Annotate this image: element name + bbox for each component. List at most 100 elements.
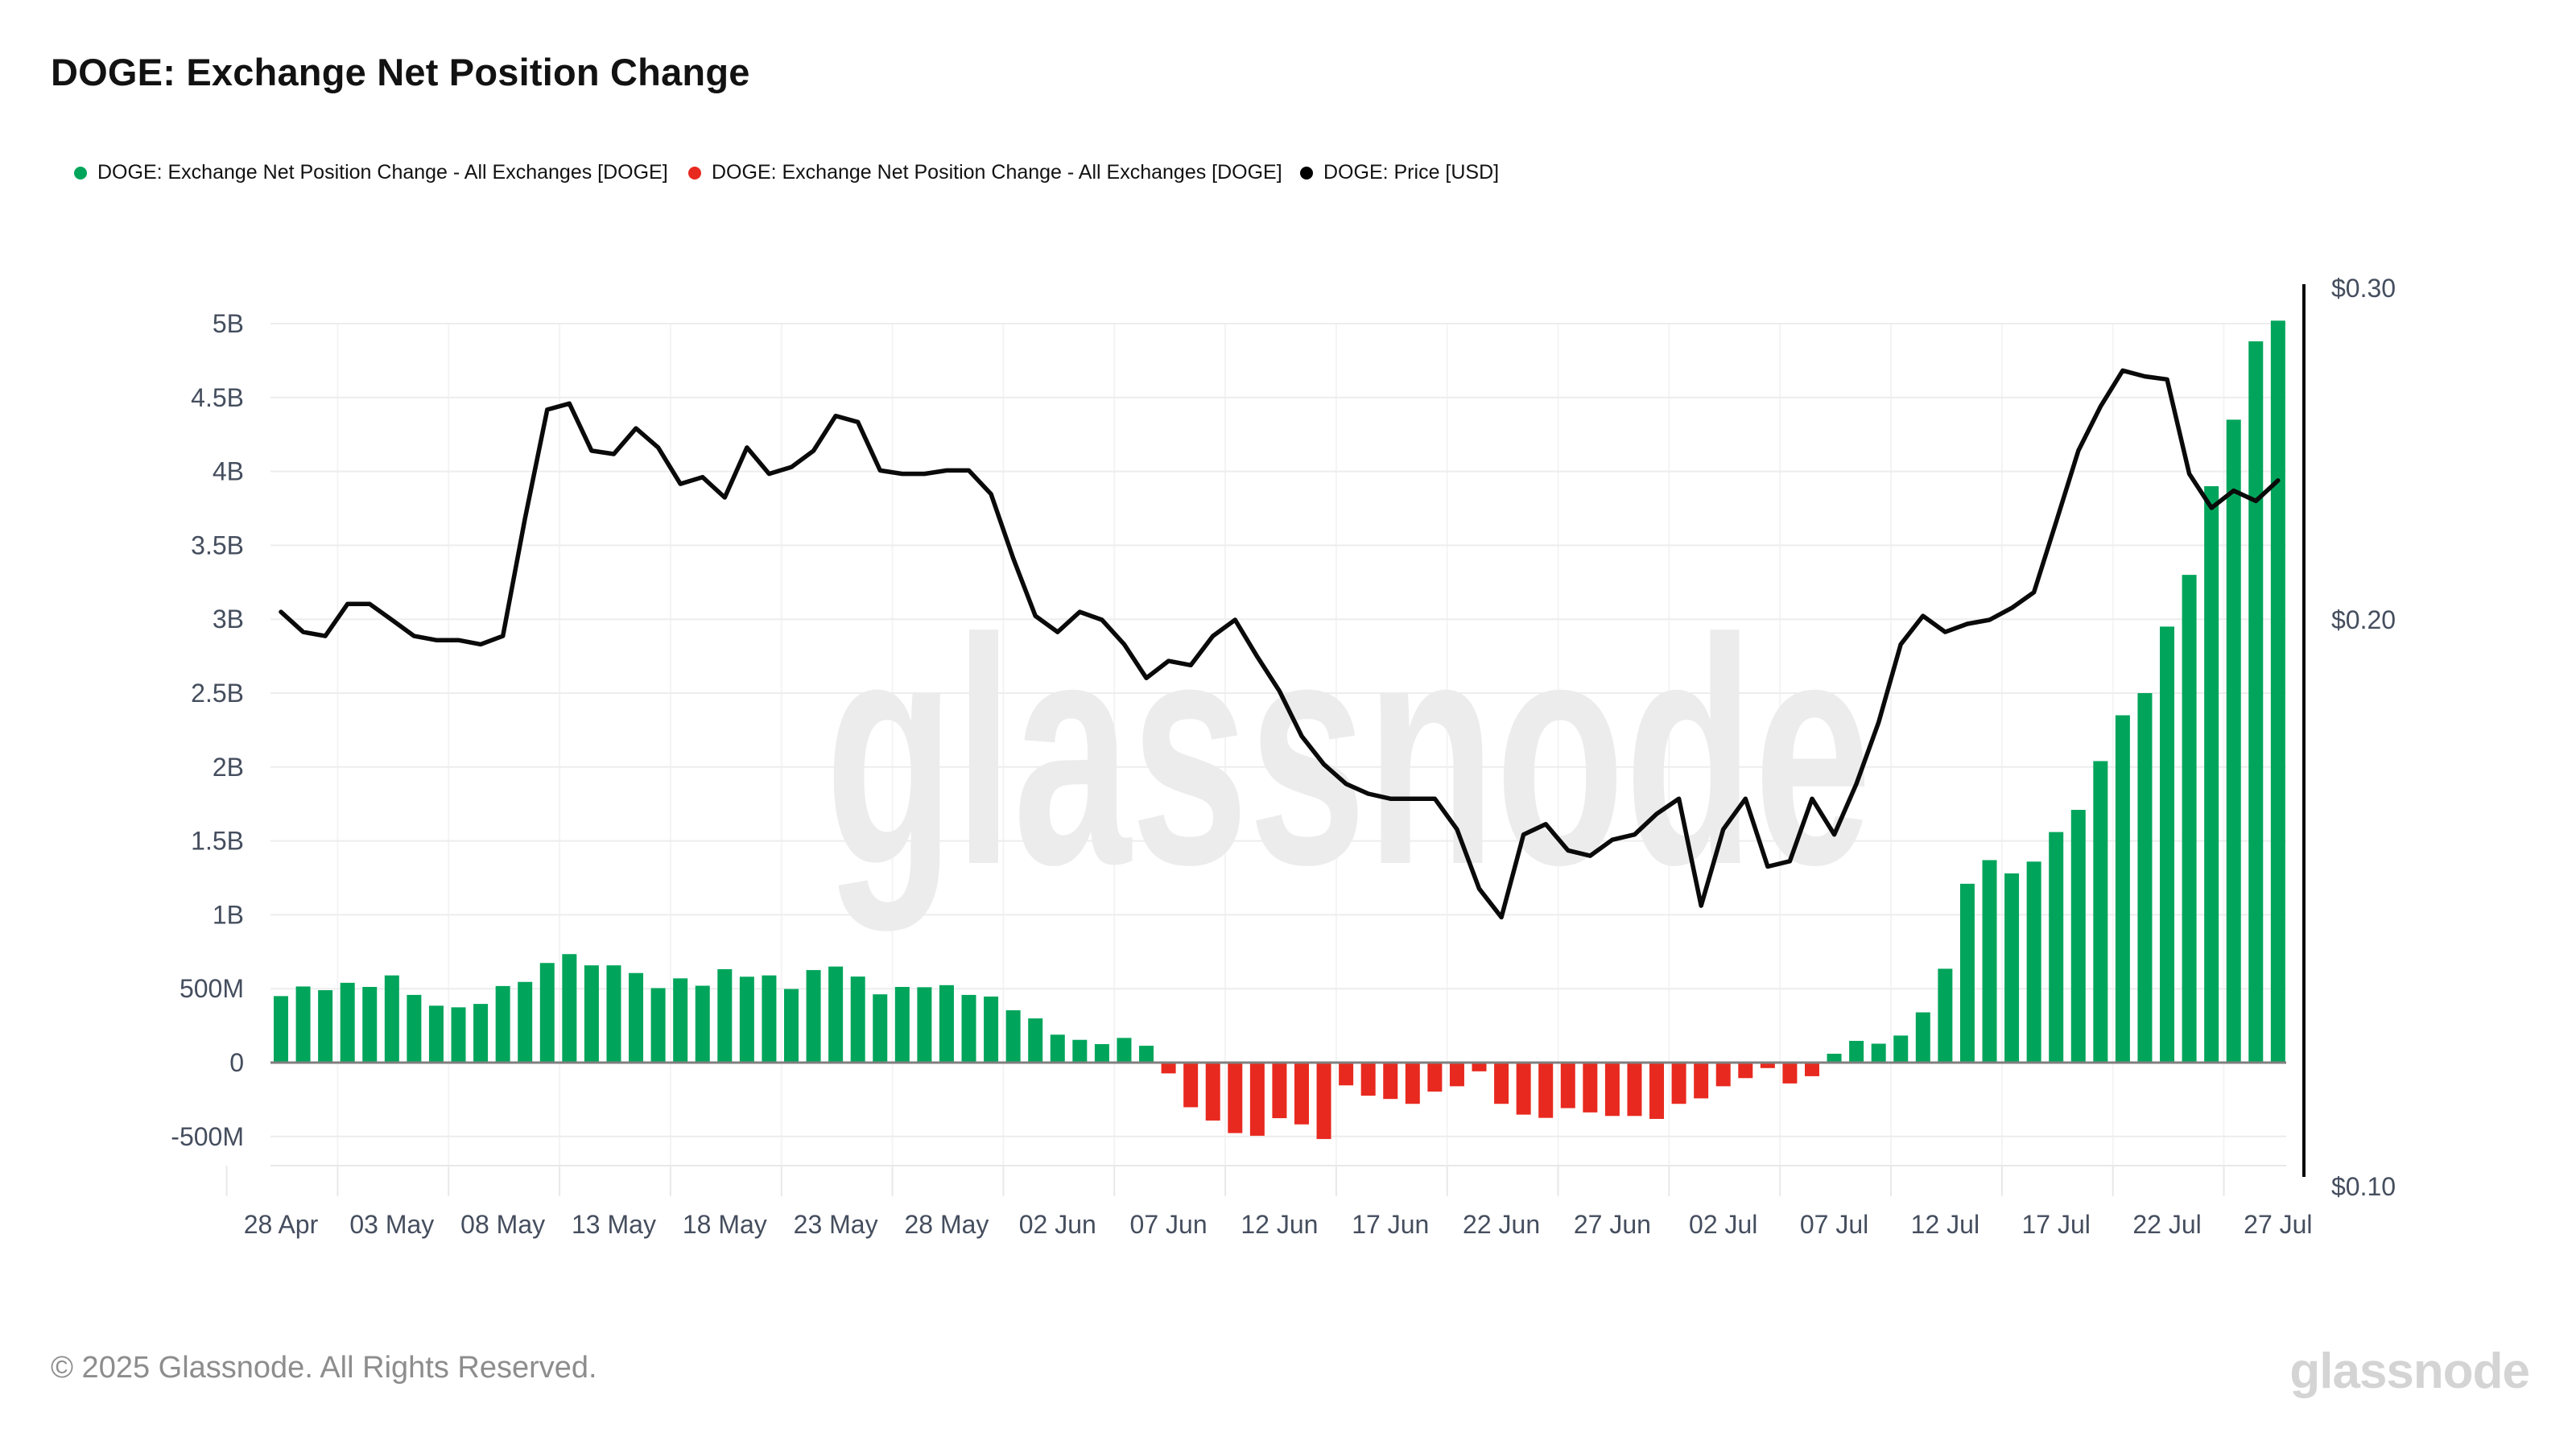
bar-30-May bbox=[984, 996, 999, 1063]
bar-01-May bbox=[340, 982, 355, 1063]
svg-text:28 May: 28 May bbox=[904, 1210, 989, 1239]
bar-04-May bbox=[407, 994, 422, 1063]
svg-text:5B: 5B bbox=[213, 309, 244, 338]
bar-07-May bbox=[473, 1004, 489, 1063]
bar-01-Jun bbox=[1028, 1018, 1043, 1063]
svg-text:03 May: 03 May bbox=[349, 1210, 434, 1239]
net-position-bars bbox=[274, 320, 2285, 1139]
svg-text:02 Jul: 02 Jul bbox=[1689, 1210, 1757, 1239]
bar-02-May bbox=[362, 986, 378, 1063]
svg-text:2B: 2B bbox=[213, 753, 244, 782]
bar-11-Jul bbox=[1915, 1012, 1930, 1063]
bar-19-Jun bbox=[1427, 1063, 1443, 1092]
legend-dot-red-icon bbox=[688, 166, 701, 180]
legend-label: DOGE: Exchange Net Position Change - All… bbox=[712, 161, 1282, 184]
bar-12-Jun bbox=[1272, 1063, 1287, 1119]
bar-13-May bbox=[606, 965, 621, 1063]
bar-22-May bbox=[806, 970, 821, 1063]
bar-02-Jun bbox=[1050, 1034, 1065, 1063]
bar-16-May bbox=[673, 978, 688, 1063]
bar-27-May bbox=[917, 987, 932, 1063]
bar-09-May bbox=[518, 981, 533, 1063]
bar-21-Jun bbox=[1472, 1063, 1487, 1071]
bar-18-Jul bbox=[2070, 810, 2086, 1063]
bar-17-Jul bbox=[2049, 832, 2064, 1063]
bar-27-Jun bbox=[1604, 1063, 1620, 1117]
legend-item-net-position-negative[interactable]: DOGE: Exchange Net Position Change - All… bbox=[688, 161, 1282, 184]
bar-24-May bbox=[850, 976, 865, 1063]
bar-07-Jul bbox=[1827, 1053, 1842, 1063]
legend-label: DOGE: Price [USD] bbox=[1323, 161, 1500, 184]
svg-text:2.5B: 2.5B bbox=[191, 679, 244, 708]
bar-23-Jul bbox=[2182, 575, 2197, 1063]
legend-item-net-position-positive[interactable]: DOGE: Exchange Net Position Change - All… bbox=[74, 161, 668, 184]
svg-text:12 Jun: 12 Jun bbox=[1241, 1210, 1318, 1239]
bar-22-Jun bbox=[1494, 1063, 1509, 1104]
bar-14-Jun bbox=[1316, 1063, 1331, 1139]
bar-06-Jun bbox=[1139, 1046, 1154, 1063]
bar-05-Jul bbox=[1782, 1063, 1798, 1084]
svg-text:500M: 500M bbox=[180, 974, 244, 1003]
bar-29-May bbox=[961, 994, 976, 1063]
bar-16-Jul bbox=[2026, 861, 2041, 1063]
bar-23-May bbox=[828, 966, 844, 1063]
legend-dot-black-icon bbox=[1300, 166, 1313, 180]
bar-14-Jul bbox=[1982, 860, 1997, 1063]
bar-17-Jun bbox=[1383, 1063, 1398, 1100]
bar-23-Jun bbox=[1516, 1063, 1531, 1115]
bar-10-Jul bbox=[1893, 1035, 1909, 1063]
bar-25-Jun bbox=[1560, 1063, 1575, 1108]
svg-text:$0.10: $0.10 bbox=[2331, 1172, 2396, 1201]
svg-text:18 May: 18 May bbox=[683, 1210, 767, 1239]
svg-text:0: 0 bbox=[229, 1048, 244, 1077]
svg-text:07 Jun: 07 Jun bbox=[1130, 1210, 1208, 1239]
bar-17-May bbox=[695, 985, 710, 1063]
bar-12-Jul bbox=[1938, 968, 1953, 1063]
bar-25-May bbox=[873, 994, 888, 1063]
footer-copyright: © 2025 Glassnode. All Rights Reserved. bbox=[51, 1351, 597, 1385]
left-axis-labels: 5B 4.5B 4B 3.5B 3B 2.5B 2B 1.5B 1B 500M 0 -500M bbox=[171, 309, 244, 1151]
bar-26-Jun bbox=[1583, 1063, 1598, 1113]
bar-27-Jul bbox=[2270, 320, 2285, 1063]
bar-16-Jun bbox=[1360, 1063, 1376, 1096]
bar-24-Jul bbox=[2204, 485, 2219, 1063]
x-axis-labels: 28 Apr 03 May 08 May 13 May 18 May 23 May 28 M… bbox=[244, 1210, 2313, 1239]
svg-text:27 Jul: 27 Jul bbox=[2244, 1210, 2312, 1239]
bar-02-Jul bbox=[1715, 1063, 1731, 1087]
bar-14-May bbox=[629, 972, 644, 1063]
svg-text:08 May: 08 May bbox=[460, 1210, 545, 1239]
svg-text:4B: 4B bbox=[213, 457, 244, 486]
svg-text:3B: 3B bbox=[213, 605, 244, 634]
bar-11-May bbox=[562, 954, 577, 1063]
bar-04-Jul bbox=[1760, 1063, 1775, 1068]
bar-13-Jul bbox=[1959, 883, 1975, 1063]
legend-item-price[interactable]: DOGE: Price [USD] bbox=[1300, 161, 1499, 184]
bar-20-Jun bbox=[1449, 1063, 1464, 1087]
bar-07-Jun bbox=[1161, 1063, 1176, 1074]
svg-text:-500M: -500M bbox=[171, 1122, 244, 1151]
svg-text:12 Jul: 12 Jul bbox=[1911, 1210, 1979, 1239]
bar-03-May bbox=[384, 975, 399, 1063]
page-title: DOGE: Exchange Net Position Change bbox=[51, 51, 750, 93]
bar-18-Jun bbox=[1405, 1063, 1420, 1104]
bar-19-Jul bbox=[2093, 761, 2108, 1063]
svg-text:1B: 1B bbox=[213, 900, 244, 929]
bar-30-Jun bbox=[1671, 1063, 1686, 1104]
svg-text:27 Jun: 27 Jun bbox=[1574, 1210, 1651, 1239]
bar-26-May bbox=[894, 986, 910, 1063]
bar-30-Apr bbox=[318, 990, 333, 1063]
bar-28-Jun bbox=[1627, 1063, 1642, 1117]
svg-text:28 Apr: 28 Apr bbox=[244, 1210, 319, 1239]
bar-10-Jun bbox=[1228, 1063, 1243, 1133]
bar-03-Jul bbox=[1738, 1063, 1753, 1079]
glassnode-logo: glassnode bbox=[2289, 1344, 2530, 1399]
bar-12-May bbox=[584, 965, 599, 1063]
bar-13-Jun bbox=[1294, 1063, 1309, 1125]
bar-06-Jul bbox=[1804, 1063, 1819, 1076]
right-axis-labels: $0.30 $0.20 $0.10 bbox=[2331, 274, 2396, 1201]
svg-text:22 Jun: 22 Jun bbox=[1463, 1210, 1540, 1239]
bar-26-Jul bbox=[2248, 341, 2264, 1063]
bar-21-Jul bbox=[2137, 693, 2153, 1063]
bar-21-May bbox=[783, 989, 799, 1063]
